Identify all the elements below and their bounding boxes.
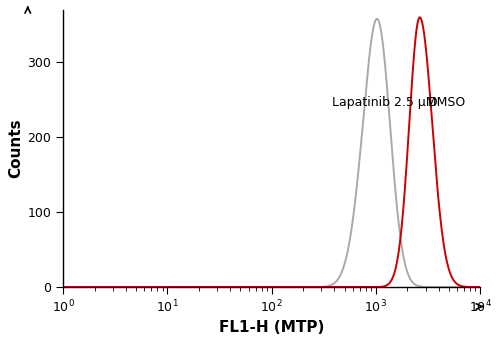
Text: Lapatinib 2.5 μM: Lapatinib 2.5 μM xyxy=(332,96,436,109)
X-axis label: FL1-H (MTP): FL1-H (MTP) xyxy=(219,320,324,335)
Y-axis label: Counts: Counts xyxy=(8,119,24,178)
Text: DMSO: DMSO xyxy=(428,96,467,109)
